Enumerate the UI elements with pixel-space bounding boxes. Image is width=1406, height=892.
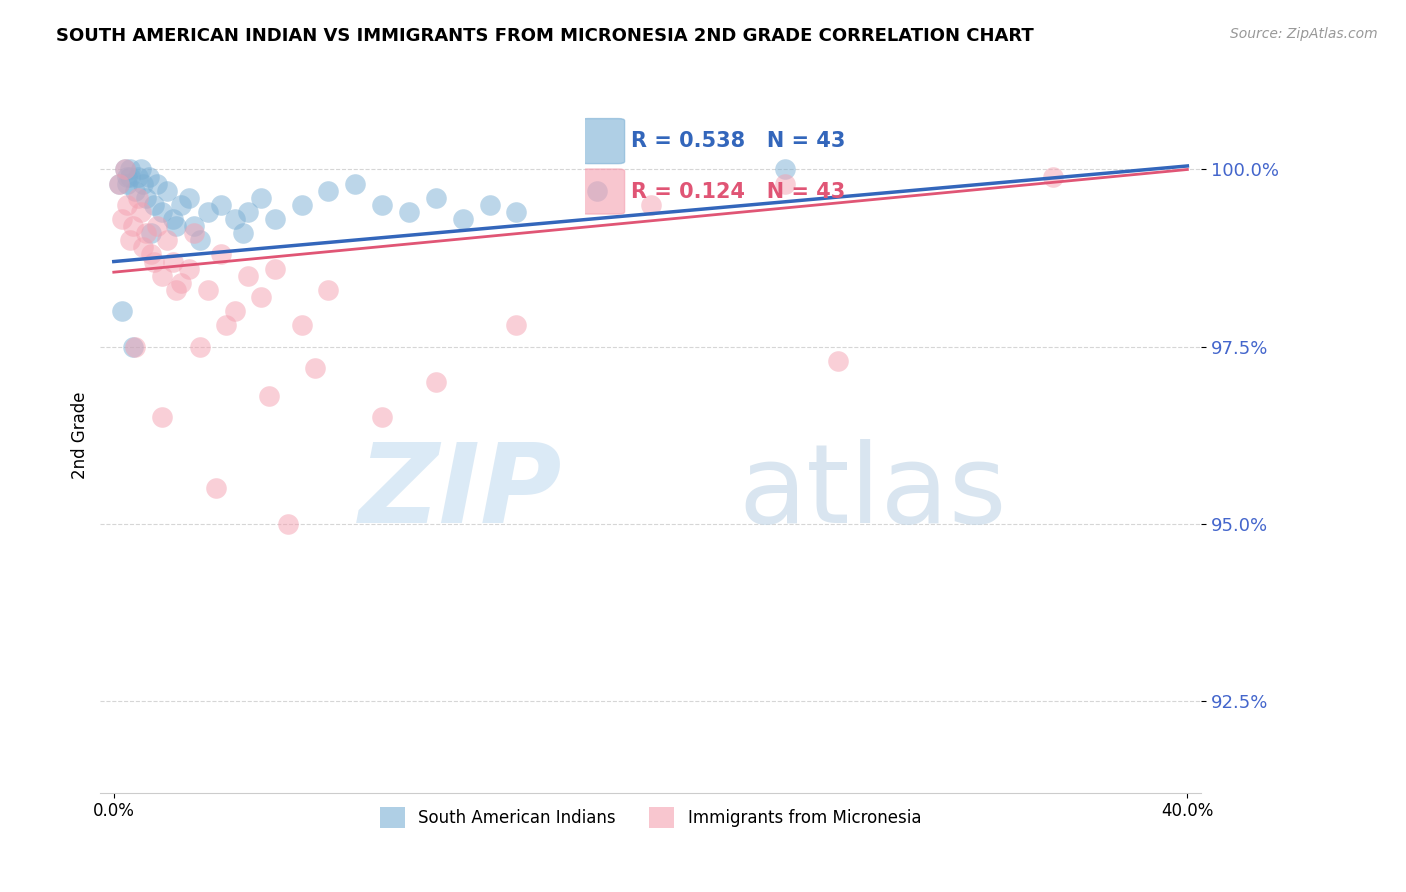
Point: [224, 304, 246, 318]
Point: [197, 283, 219, 297]
Point: [135, 191, 157, 205]
Point: [586, 184, 609, 198]
Point: [318, 184, 340, 198]
Text: Source: ZipAtlas.com: Source: ZipAtlas.com: [1230, 27, 1378, 41]
Point: [263, 212, 285, 227]
Point: [277, 516, 299, 531]
Point: [129, 205, 152, 219]
Point: [398, 205, 420, 219]
Point: [232, 226, 254, 240]
Point: [115, 198, 138, 212]
Point: [127, 169, 149, 184]
Point: [236, 268, 259, 283]
Point: [162, 254, 184, 268]
Point: [150, 205, 173, 219]
Point: [371, 198, 394, 212]
Text: SOUTH AMERICAN INDIAN VS IMMIGRANTS FROM MICRONESIA 2ND GRADE CORRELATION CHART: SOUTH AMERICAN INDIAN VS IMMIGRANTS FROM…: [56, 27, 1033, 45]
Point: [640, 198, 662, 212]
Point: [224, 212, 246, 227]
Point: [156, 233, 179, 247]
Point: [773, 177, 796, 191]
Point: [165, 219, 187, 234]
Point: [304, 360, 326, 375]
Point: [425, 191, 447, 205]
Point: [118, 162, 141, 177]
Point: [143, 254, 166, 268]
Point: [170, 198, 193, 212]
Point: [451, 212, 474, 227]
Point: [145, 219, 167, 234]
Point: [115, 177, 138, 191]
Point: [827, 353, 849, 368]
Point: [121, 219, 143, 234]
Point: [108, 177, 131, 191]
Point: [138, 169, 160, 184]
Point: [344, 177, 367, 191]
Point: [188, 339, 211, 353]
Point: [291, 318, 314, 333]
Point: [124, 184, 146, 198]
Point: [250, 290, 273, 304]
Point: [135, 226, 157, 240]
Point: [132, 177, 155, 191]
Point: [371, 410, 394, 425]
Point: [209, 198, 232, 212]
Point: [124, 339, 146, 353]
Point: [773, 162, 796, 177]
Point: [162, 212, 184, 227]
Point: [150, 268, 173, 283]
Point: [114, 162, 136, 177]
Text: atlas: atlas: [738, 439, 1007, 546]
Point: [141, 247, 163, 261]
Point: [215, 318, 238, 333]
Point: [250, 191, 273, 205]
Point: [114, 162, 136, 177]
Point: [141, 226, 163, 240]
Point: [197, 205, 219, 219]
Point: [129, 162, 152, 177]
Point: [259, 389, 281, 403]
Point: [150, 410, 173, 425]
Point: [236, 205, 259, 219]
Point: [118, 169, 141, 184]
Point: [318, 283, 340, 297]
Point: [170, 276, 193, 290]
Text: ZIP: ZIP: [359, 439, 562, 546]
Point: [478, 198, 501, 212]
Point: [165, 283, 187, 297]
Point: [183, 226, 205, 240]
Point: [111, 304, 134, 318]
Point: [505, 318, 527, 333]
Point: [108, 177, 131, 191]
Point: [188, 233, 211, 247]
Point: [145, 177, 167, 191]
Y-axis label: 2nd Grade: 2nd Grade: [72, 392, 89, 479]
Point: [177, 261, 200, 276]
Point: [143, 198, 166, 212]
Point: [118, 233, 141, 247]
Point: [204, 481, 226, 495]
Point: [111, 212, 134, 227]
Point: [132, 240, 155, 254]
Point: [263, 261, 285, 276]
Legend: South American Indians, Immigrants from Micronesia: South American Indians, Immigrants from …: [374, 801, 928, 834]
Point: [177, 191, 200, 205]
Point: [425, 375, 447, 389]
Point: [209, 247, 232, 261]
Point: [183, 219, 205, 234]
Point: [1042, 169, 1064, 184]
Point: [121, 339, 143, 353]
Point: [115, 169, 138, 184]
Point: [291, 198, 314, 212]
Point: [156, 184, 179, 198]
Point: [127, 191, 149, 205]
Point: [505, 205, 527, 219]
